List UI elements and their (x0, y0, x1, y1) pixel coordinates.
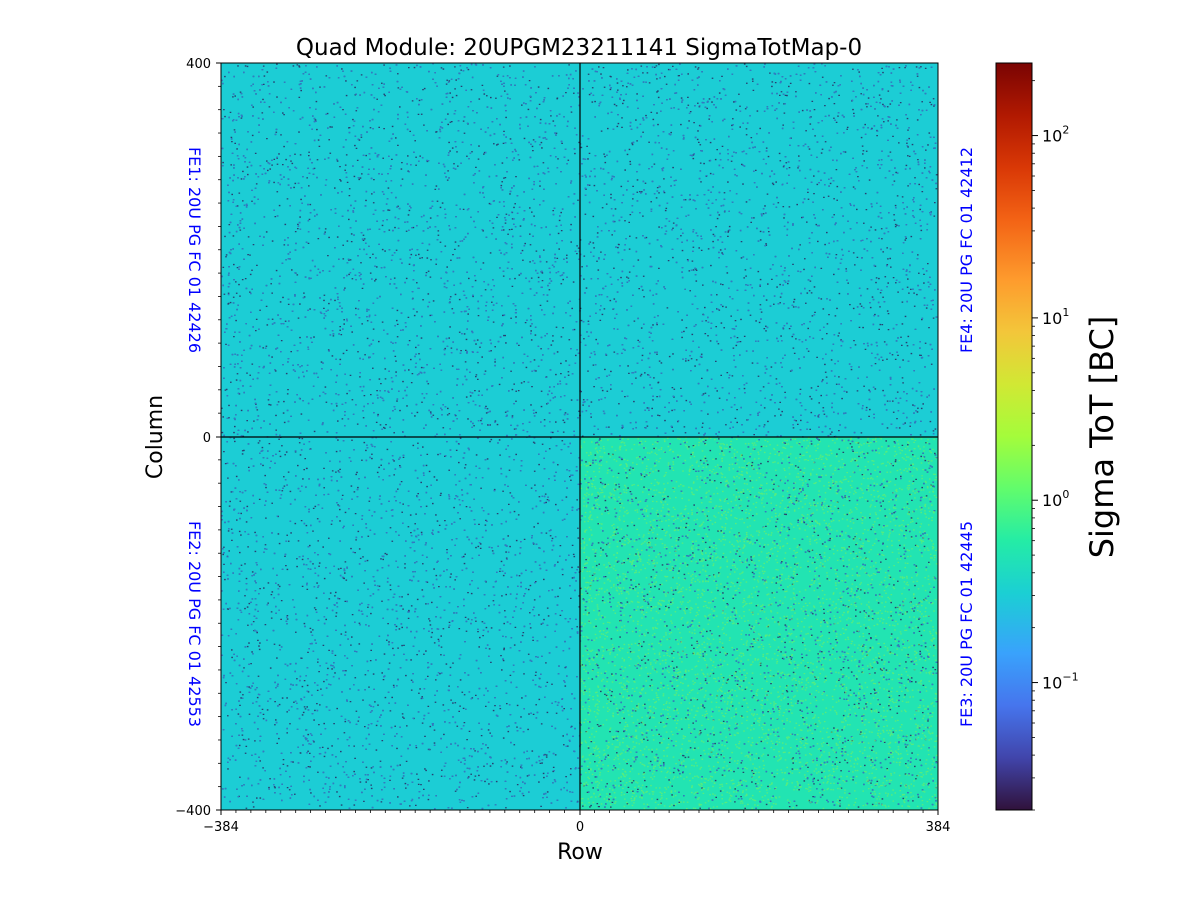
colorbar-minor-ticks (1032, 80, 1035, 811)
x-tick-label: 0 (576, 820, 584, 835)
colorbar-tick-label: 101 (1042, 306, 1069, 328)
chart-title: Quad Module: 20UPGM23211141 SigmaTotMap-… (296, 35, 862, 61)
colorbar-gradient (995, 62, 1033, 811)
x-tick-label: −384 (203, 820, 239, 835)
colorbar-label: Sigma ToT [BC] (1083, 316, 1121, 559)
chip-label-fe3: FE3: 20U PG FC 01 42445 (957, 521, 976, 727)
colorbar-tick-label: 102 (1042, 124, 1069, 146)
chip-label-fe2: FE2: 20U PG FC 01 42553 (185, 521, 204, 727)
colorbar-tick-label: 10−1 (1042, 671, 1079, 693)
chip-label-fe4: FE4: 20U PG FC 01 42412 (957, 147, 976, 353)
minor-ticks (218, 85, 924, 813)
pixel-noise (221, 63, 938, 810)
x-axis-label: Row (557, 840, 603, 865)
chip-map-top-right (580, 63, 938, 437)
colorbar-tick-label: 100 (1042, 488, 1069, 510)
x-tick-label: 384 (926, 820, 951, 835)
heatmap-area (221, 63, 938, 810)
y-tick-label: −400 (175, 804, 211, 819)
y-tick-label: 400 (186, 57, 211, 72)
major-ticks (216, 62, 939, 815)
y-tick-label: 0 (203, 431, 211, 446)
colorbar: 10−1 100 101 102 Sigma ToT [BC] (995, 62, 1121, 811)
chip-map-top-left (221, 63, 580, 437)
chip-label-fe1: FE1: 20U PG FC 01 42426 (185, 147, 204, 353)
y-axis-label: Column (143, 395, 168, 479)
